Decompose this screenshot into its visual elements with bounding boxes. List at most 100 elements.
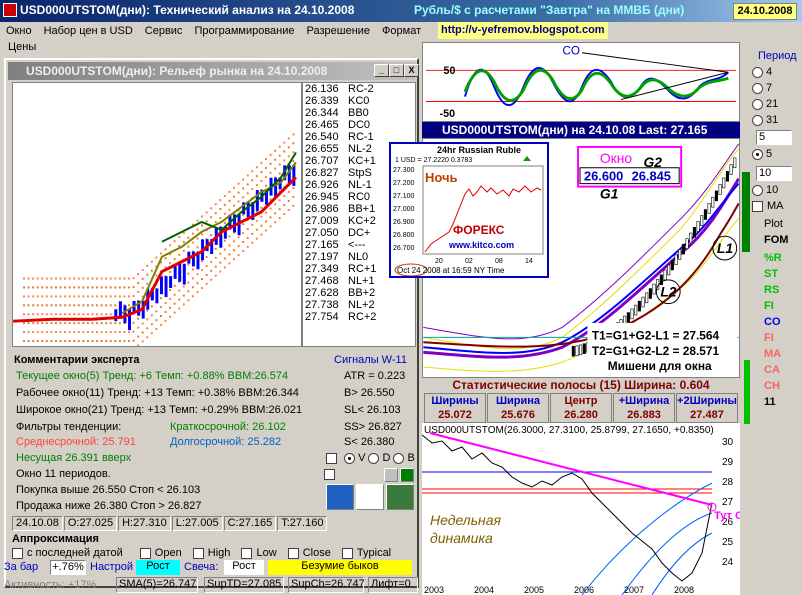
ma-checkbox[interactable]	[752, 200, 763, 212]
avatar[interactable]	[386, 484, 414, 510]
expert-line: Продажа ниже 26.380 Стоп > 26.827	[16, 500, 202, 512]
checkbox-open[interactable]	[139, 547, 151, 559]
indicator-toggle[interactable]: %R	[764, 252, 782, 264]
radio-period-31[interactable]	[752, 114, 763, 126]
radio-period-7[interactable]	[752, 82, 763, 94]
relief-dot	[196, 246, 199, 249]
menu-window[interactable]: Окно	[6, 25, 32, 37]
relief-dot	[269, 171, 272, 174]
relief-dot	[196, 282, 199, 285]
relief-dot	[214, 247, 217, 250]
radio-period-21[interactable]	[752, 98, 763, 110]
checkbox-typical[interactable]	[341, 547, 353, 559]
up-green-icon[interactable]	[400, 468, 414, 482]
relief-dot	[292, 195, 295, 198]
main-candle	[582, 343, 586, 354]
indicator-toggle[interactable]: MA	[764, 348, 782, 360]
window-subtitle: Рубль/$ с расчетами "Завтра" на ММВБ (дн…	[414, 3, 685, 17]
relief-dot	[73, 304, 76, 307]
relief-dot	[128, 277, 131, 280]
maximize-button[interactable]: □	[389, 64, 404, 77]
main-candle	[652, 283, 656, 295]
radio-period-5[interactable]	[752, 148, 763, 160]
chart-tool-icon[interactable]	[326, 484, 354, 510]
relief-tag: RC-1	[348, 131, 374, 143]
menu-programming[interactable]: Программирование	[194, 25, 295, 37]
relief-dot	[64, 331, 67, 334]
relief-dot	[201, 224, 204, 227]
status-high: H:27.310	[118, 516, 171, 531]
relief-value: 27.050	[305, 227, 339, 239]
relief-candle	[233, 214, 236, 233]
indicator-toggle[interactable]: CH	[764, 380, 780, 392]
relief-dot	[164, 257, 167, 260]
fom-label[interactable]: FOM	[764, 234, 789, 246]
kitco-yticks: 27.300 27.200 27.100 27.000 26.900 26.800 26.7…	[393, 167, 415, 252]
chart-checkbox[interactable]	[326, 452, 337, 464]
relief-dot	[137, 344, 140, 346]
indicator-toggle[interactable]: ST	[764, 268, 779, 280]
option-checkbox[interactable]	[324, 468, 335, 480]
period-option[interactable]: 5	[752, 148, 772, 160]
indicator-toggle[interactable]: FI	[764, 300, 774, 312]
period-option[interactable]: 7	[752, 82, 772, 94]
radio-v[interactable]	[344, 452, 356, 464]
trend-tool-icon[interactable]	[356, 484, 384, 510]
indicator-toggle[interactable]: FI	[764, 332, 774, 344]
relief-dot	[196, 273, 199, 276]
radio-period-10[interactable]	[752, 184, 763, 196]
relief-dot	[105, 286, 108, 289]
period-option[interactable]: 21	[752, 98, 778, 110]
period-option[interactable]: 10	[752, 184, 778, 196]
main-candle	[718, 184, 722, 195]
period-input-2[interactable]: 10	[756, 166, 792, 181]
minimize-button[interactable]: _	[374, 64, 389, 77]
menu-service[interactable]: Сервис	[144, 25, 183, 37]
period-option[interactable]: 4	[752, 66, 772, 78]
relief-dot	[82, 286, 85, 289]
relief-dot	[283, 213, 286, 216]
approx-options: с последней датой Open High Low Close Ty…	[12, 547, 391, 559]
checkbox-last-date[interactable]	[12, 547, 23, 559]
radio-period-4[interactable]	[752, 66, 763, 78]
menu-format[interactable]: Формат	[382, 25, 422, 37]
indicator-toggle[interactable]: CO	[764, 316, 781, 328]
checkbox-close[interactable]	[287, 547, 299, 559]
checkbox-low[interactable]	[241, 547, 253, 559]
relief-dot	[205, 273, 208, 276]
relief-dot	[82, 304, 85, 307]
relief-dot	[278, 172, 281, 175]
relief-dot	[73, 331, 76, 334]
relief-dot	[201, 215, 204, 218]
l1-label: L1	[717, 240, 733, 256]
ma-option[interactable]: MA	[752, 200, 784, 212]
relief-dot	[283, 150, 286, 153]
relief-dot	[178, 253, 181, 256]
signal-ss: SS> 26.827	[344, 421, 402, 433]
main-candle	[725, 171, 729, 182]
relief-dot	[100, 295, 103, 298]
checkbox-high[interactable]	[192, 547, 204, 559]
menu-prices-usd[interactable]: Набор цен в USD	[43, 25, 133, 37]
relief-dot	[155, 319, 158, 322]
period-input-1[interactable]: 5	[756, 130, 792, 145]
blue-ma-line	[423, 182, 739, 354]
relief-dot	[77, 304, 80, 307]
relief-title-bar[interactable]: USD000UTSTOM(дни): Рельеф рынка на 24.10…	[8, 62, 419, 80]
close-button[interactable]: X	[404, 64, 419, 77]
radio-d[interactable]	[368, 452, 380, 464]
period-option[interactable]: 31	[752, 114, 778, 126]
indicator-toggle[interactable]: CA	[764, 364, 780, 376]
relief-dot	[150, 332, 153, 335]
radio-b[interactable]	[393, 452, 405, 464]
indicator-toggle[interactable]: RS	[764, 284, 780, 296]
relief-dot	[274, 149, 277, 152]
relief-dot	[274, 167, 277, 170]
relief-dot	[237, 209, 240, 212]
relief-dot	[210, 207, 213, 210]
up-arrow-icon[interactable]	[384, 468, 398, 482]
menu-resolution[interactable]: Разрешение	[306, 25, 371, 37]
relief-dot	[150, 269, 153, 272]
relief-tag: BB0	[348, 107, 369, 119]
indicator-toggle[interactable]: 11	[764, 396, 776, 408]
